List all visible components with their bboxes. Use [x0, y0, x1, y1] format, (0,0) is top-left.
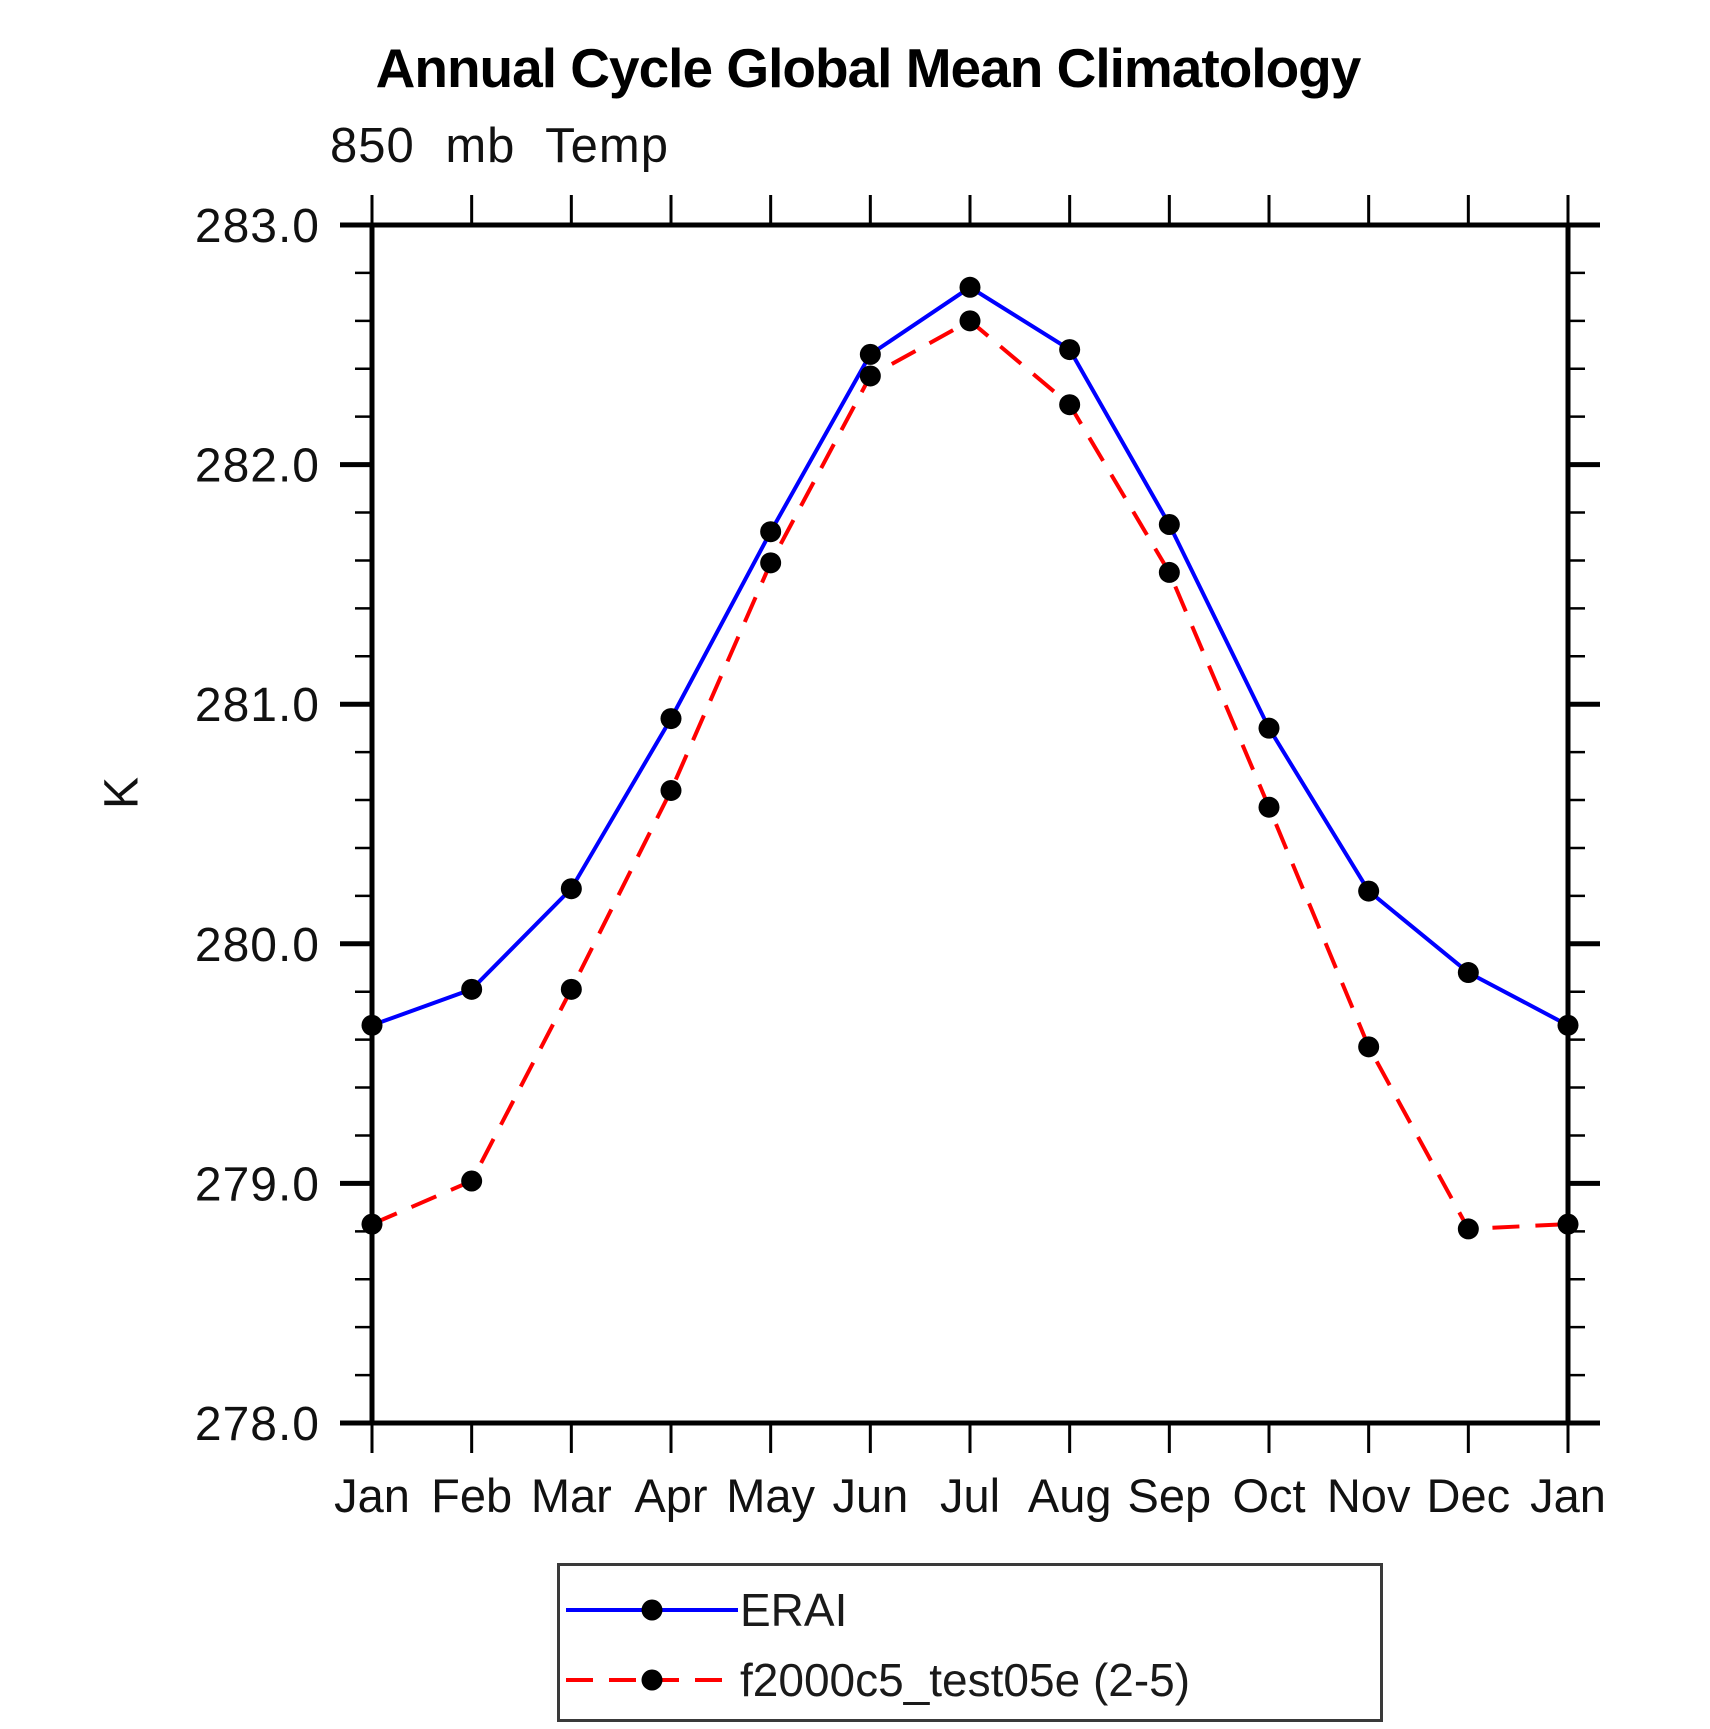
x-axis-tick-label: Apr	[634, 1469, 707, 1522]
legend-entry-f2000c5: f2000c5_test05e (2-5)	[564, 1645, 1190, 1715]
x-axis-tick-label: Jul	[940, 1469, 1000, 1522]
x-axis-tick-label: Jan	[334, 1469, 410, 1522]
y-axis-tick-label: 281.0	[195, 679, 320, 732]
legend-entry-erai: ERAI	[564, 1575, 847, 1645]
y-axis-tick-label: 279.0	[195, 1158, 320, 1211]
series-marker-1	[361, 1213, 383, 1235]
series-marker-1	[1059, 394, 1081, 416]
series-marker-0	[1457, 962, 1479, 984]
plot-frame	[369, 222, 1571, 1426]
legend-label-erai: ERAI	[740, 1584, 848, 1636]
series-marker-1	[959, 310, 981, 332]
chart-title: Annual Cycle Global Mean Climatology	[375, 37, 1362, 99]
series-marker-0	[461, 978, 483, 1000]
legend-label-f2000c5: f2000c5_test05e (2-5)	[740, 1654, 1191, 1706]
chart-subtitle: 850 mb Temp	[330, 119, 669, 173]
series-marker-0	[1358, 880, 1380, 902]
series-marker-0	[1557, 1014, 1579, 1036]
y-axis-tick-label: 283.0	[195, 200, 320, 253]
series-marker-1	[760, 552, 782, 574]
series-marker-0	[660, 708, 682, 730]
x-axis-tick-label: May	[726, 1469, 815, 1522]
x-axis-tick-label: Feb	[431, 1469, 512, 1522]
series-line-0	[371, 284, 1569, 1028]
series-marker-0	[859, 343, 881, 365]
series-marker-1	[560, 978, 582, 1000]
legend-sample-erai	[566, 1599, 738, 1621]
x-axis-tick-label: Jan	[1530, 1469, 1606, 1522]
series-marker-0	[1258, 717, 1280, 739]
series-marker-0	[1059, 339, 1081, 361]
series-marker-1	[1457, 1218, 1479, 1240]
series-marker-0	[959, 276, 981, 298]
x-axis-tick-label: Oct	[1232, 1469, 1305, 1522]
x-axis-tick-label: Jun	[832, 1469, 908, 1522]
series-marker-1	[859, 365, 881, 387]
legend-sample-f2000c5	[566, 1669, 738, 1691]
x-axis-tick-label: Nov	[1327, 1469, 1411, 1522]
series-marker-1	[461, 1170, 483, 1192]
series-marker-1	[1158, 561, 1180, 583]
legend-box: ERAI f2000c5_test05e (2-5)	[557, 1563, 1383, 1722]
y-axis-tick-label: 280.0	[195, 919, 320, 972]
x-axis-tick-label: Mar	[531, 1469, 612, 1522]
x-axis-tick-label: Dec	[1427, 1469, 1511, 1522]
y-axis-tick-label: 278.0	[195, 1398, 320, 1451]
series-marker-0	[560, 878, 582, 900]
legend-marker-dot	[641, 1669, 663, 1691]
x-axis-tick-label: Aug	[1028, 1469, 1112, 1522]
series-marker-1	[1557, 1213, 1579, 1235]
series-marker-1	[1358, 1036, 1380, 1058]
series-marker-0	[361, 1014, 383, 1036]
x-axis-tick-label: Sep	[1128, 1469, 1212, 1522]
series-marker-0	[760, 521, 782, 543]
series-marker-0	[1158, 514, 1180, 535]
y-axis-tick-label: 282.0	[195, 440, 320, 493]
series-line-1	[371, 318, 1569, 1231]
series-marker-1	[1258, 796, 1280, 818]
legend-marker-dot	[641, 1599, 663, 1621]
series-marker-1	[660, 779, 682, 801]
